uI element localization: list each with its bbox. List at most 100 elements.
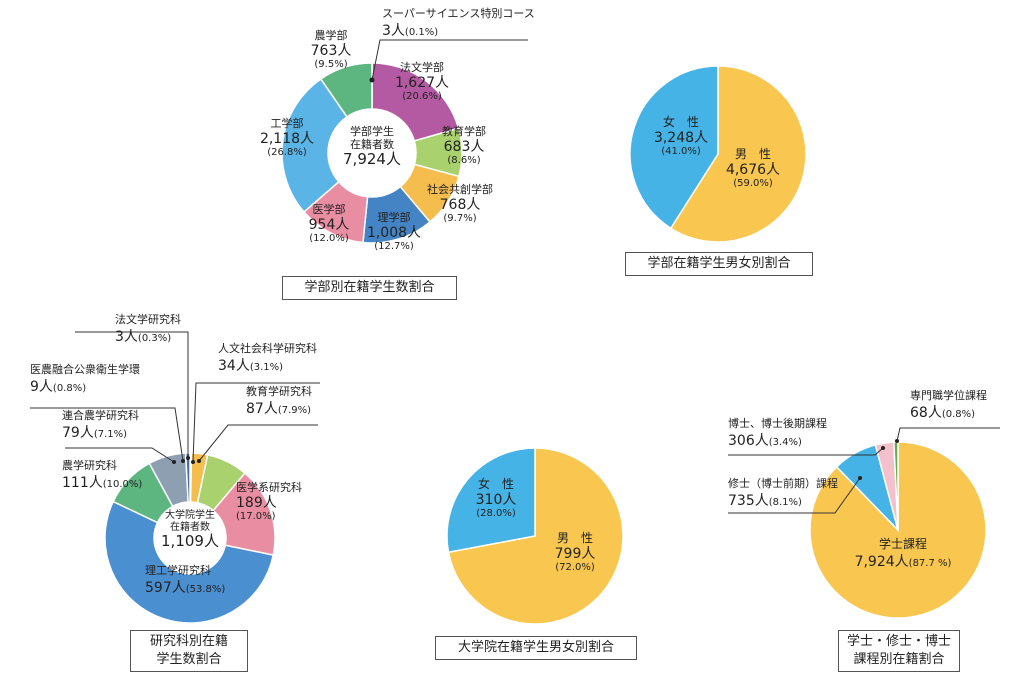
ug-center-label-2: 在籍者数: [350, 137, 394, 151]
ug-label-law-name: 法文学部: [400, 61, 444, 74]
gr-label-med-name: 医学系研究科: [236, 481, 302, 494]
deg-doctor-percent: (3.4%): [768, 436, 802, 448]
gr-label-scieng-name: 理工学研究科: [145, 564, 211, 577]
gr-label-publichealth-percent: (0.8%): [52, 382, 87, 394]
ug-gender-male-percent: (59.0%): [733, 177, 773, 189]
undergrad-faculty-donut: [281, 62, 463, 244]
gr-label-humsoc-value: 34人: [218, 357, 250, 374]
ug-gender-female-value: 3,248人: [653, 129, 709, 146]
ug-label-med-value: 954人: [308, 216, 350, 233]
grad-gender-caption: 大学院在籍学生男女別割合: [435, 636, 637, 660]
gr-label-edu-value: 87人: [246, 400, 278, 417]
degree-program-pie: [809, 441, 987, 619]
undergrad-gender-slice-0: [669, 65, 807, 243]
gr-center-label-2: 在籍者数: [170, 521, 210, 533]
deg-doctor-name: 博士、博士後期課程: [728, 417, 827, 430]
ug-gender-female-name: 女 性: [662, 115, 699, 129]
ug-label-edu-value: 683人: [443, 138, 485, 155]
ug-label-eng-value: 2,118人: [259, 130, 315, 147]
ug-label-agri-percent: (9.5%): [314, 58, 348, 70]
gr-center-label-1: 大学院学生: [165, 510, 215, 521]
gr-label-agri-name: 農学研究科: [62, 459, 117, 472]
deg-professional-percent: (0.8%): [941, 408, 976, 420]
gr-label-jointagri-name: 連合農学研究科: [62, 409, 139, 422]
gr-center-value: 1,109人: [161, 532, 219, 550]
ug-label-eng-percent: (26.8%): [267, 146, 307, 158]
ug-label-sci-percent: (12.7%): [374, 240, 414, 252]
degree-caption-line-2: 課程別在籍割合: [853, 652, 945, 667]
gr-label-publichealth-name: 医農融合公衆衛生学環: [30, 363, 140, 376]
gr-gender-male-value: 799人: [554, 545, 596, 562]
ug-label-social-percent: (9.7%): [443, 212, 477, 224]
deg-professional-name: 専門職学位課程: [910, 389, 987, 402]
ug-label-agri-value: 763人: [310, 42, 352, 59]
ug-label-med-percent: (12.0%): [309, 232, 349, 244]
grad-school-caption-line-1: 研究科別在籍: [149, 634, 228, 649]
gr-gender-male-name: 男 性: [556, 531, 593, 545]
ug-gender-male-value: 4,676人: [725, 161, 781, 178]
gr-label-humsoc-name: 人文社会科学研究科: [218, 342, 317, 355]
deg-bachelor-percent: (87.7 %): [908, 557, 952, 569]
gr-label-jointagri-percent: (7.1%): [93, 428, 128, 440]
gr-gender-female-value: 310人: [475, 491, 517, 508]
ug-label-edu-name: 教育学部: [442, 125, 486, 138]
gr-label-law-name: 法文学研究科: [115, 313, 181, 326]
deg-bachelor-value: 7,924人: [854, 553, 909, 570]
ug-label-agri-name: 農学部: [314, 29, 348, 42]
ug-gender-caption: 学部在籍学生男女別割合: [625, 252, 813, 276]
ug-label-law-value: 1,627人: [394, 74, 450, 91]
deg-bachelor-name: 学士課程: [878, 537, 927, 551]
ug-label-social-value: 768人: [439, 196, 481, 213]
grad-school-donut: [104, 452, 276, 624]
gr-label-edu-name: 教育学研究科: [246, 385, 312, 398]
ug-label-med-name: 医学部: [312, 203, 346, 216]
ug-gender-female-percent: (41.0%): [661, 145, 701, 157]
degree-caption-line-1: 学士・修士・博士: [847, 634, 952, 649]
deg-master-name: 修士（博士前期）課程: [728, 477, 838, 490]
gr-gender-female-percent: (28.0%): [476, 507, 516, 519]
ug-label-social-name: 社会共創学部: [427, 183, 493, 196]
grad-school-center-hole: [154, 502, 226, 574]
undergrad-faculty-slice-7: [319, 62, 373, 118]
ug-label-sci-value: 1,008人: [366, 224, 422, 241]
deg-doctor-value: 306人: [728, 432, 769, 449]
gr-label-jointagri-value: 79人: [62, 424, 94, 441]
ug-label-super-science-value: 3人: [382, 22, 405, 39]
undergrad-faculty-center-hole: [328, 109, 416, 197]
gr-label-humsoc-percent: (3.1%): [249, 361, 284, 373]
ug-label-super-science-percent: (0.1%): [404, 26, 439, 38]
gr-label-med-value: 189人: [236, 494, 277, 511]
undergrad-gender-slice-1: [629, 65, 719, 230]
gr-label-law-value: 3人: [115, 328, 138, 345]
gr-label-agri-value: 111人: [62, 474, 103, 491]
gr-label-scieng-percent: (53.8%): [185, 583, 226, 595]
ug-label-eng-name: 工学部: [270, 117, 304, 130]
gr-label-law-percent: (0.3%): [137, 332, 172, 344]
gr-label-scieng-value: 597人: [145, 579, 186, 596]
gr-label-med-percent: (17.0%): [236, 510, 276, 522]
undergrad-gender-pie: [629, 65, 807, 243]
ug-label-super-science-name: スーパーサイエンス特別コース: [382, 7, 535, 20]
ug-label-law-percent: (20.6%): [402, 90, 442, 102]
degree-caption: 学士・修士・博士 課程別在籍割合: [838, 630, 960, 672]
gr-gender-male-percent: (72.0%): [555, 561, 595, 573]
ug-label-sci-name: 理学部: [377, 211, 411, 224]
gr-label-publichealth-value: 9人: [30, 378, 53, 395]
ug-label-edu-percent: (8.6%): [447, 154, 481, 166]
gr-label-edu-percent: (7.9%): [277, 404, 312, 416]
ug-faculty-caption: 学部別在籍学生数割合: [282, 276, 457, 300]
grad-school-caption: 研究科別在籍 学生数割合: [130, 630, 248, 672]
gr-label-agri-percent: (10.0%): [102, 478, 143, 490]
gr-gender-female-name: 女 性: [477, 477, 514, 491]
grad-school-caption-line-2: 学生数割合: [156, 652, 222, 667]
ug-center-value: 7,924人: [343, 150, 401, 169]
deg-professional-value: 68人: [910, 404, 942, 421]
grad-gender-slice-1: [446, 447, 536, 554]
deg-master-percent: (8.1%): [768, 496, 802, 508]
deg-master-value: 735人: [728, 492, 769, 509]
ug-gender-male-name: 男 性: [734, 147, 771, 161]
ug-center-label-1: 学部学生: [350, 125, 394, 138]
grad-gender-pie: [446, 447, 624, 625]
leader-lines: [30, 39, 1000, 514]
